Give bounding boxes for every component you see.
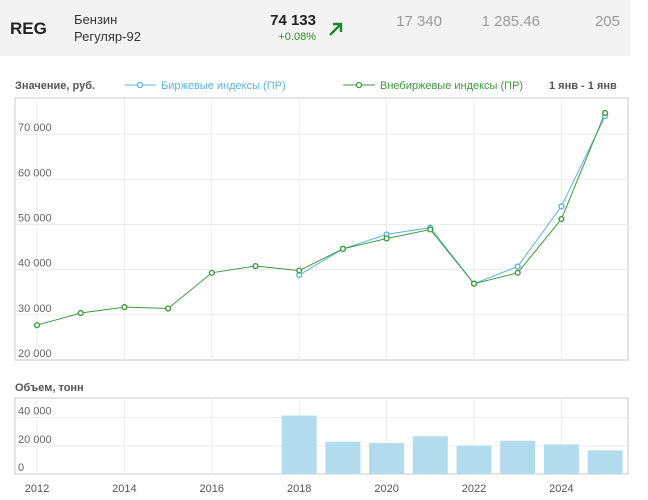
data-point-otc[interactable] xyxy=(558,215,565,223)
volume-bar[interactable] xyxy=(456,445,492,474)
ticker-stat-1: 17 340 xyxy=(396,13,442,30)
price-ytick-label: 60 000 xyxy=(18,167,52,179)
price-ytick-label: 40 000 xyxy=(18,258,52,270)
xtick-label: 2024 xyxy=(549,483,573,495)
xtick-label: 2016 xyxy=(200,483,224,495)
data-point-otc[interactable] xyxy=(33,322,41,329)
data-point-otc[interactable] xyxy=(296,267,303,274)
xtick-label: 2020 xyxy=(374,483,398,495)
volume-chart: 0 20 000 40 000 2012 2014 2016 2018 2020 2022 202… xyxy=(16,398,627,495)
data-point-otc[interactable] xyxy=(121,304,128,311)
volume-bar[interactable] xyxy=(587,450,623,474)
legend-otc[interactable]: Внебиржевые индексы (ПР) xyxy=(343,80,523,92)
volume-bar[interactable] xyxy=(412,436,448,474)
ticker-name-line2: Регуляр-92 xyxy=(74,29,141,44)
series-line-otc xyxy=(36,112,606,326)
ticker-price: 74 133 xyxy=(270,12,316,29)
data-point-otc[interactable] xyxy=(427,226,434,233)
volume-ytick-label: 20 000 xyxy=(18,434,52,446)
data-point-otc[interactable] xyxy=(470,280,478,287)
volume-axis-label: Объем, тонн xyxy=(15,382,84,394)
legend-otc-label: Внебиржевые индексы (ПР) xyxy=(380,80,523,92)
data-point-otc[interactable] xyxy=(208,269,215,276)
ticker-row[interactable]: REG Бензин Регуляр-92 74 133 +0.08% 17 3… xyxy=(0,0,630,56)
volume-bar[interactable] xyxy=(543,444,579,474)
volume-chart-frame xyxy=(14,397,629,475)
data-point-otc[interactable] xyxy=(514,269,521,276)
legend-exchange-label: Биржевые индексы (ПР) xyxy=(161,80,286,92)
xtick-label: 2022 xyxy=(462,483,486,495)
ticker-stat-3: 205 xyxy=(594,13,620,30)
data-point-otc[interactable] xyxy=(252,262,259,270)
xtick-label: 2012 xyxy=(25,483,49,495)
volume-ytick-label: 0 xyxy=(18,462,24,474)
price-ytick-label: 20 000 xyxy=(18,348,52,360)
ticker-code: REG xyxy=(10,19,47,38)
price-chart-frame xyxy=(14,97,629,361)
ticker-name-line1: Бензин xyxy=(74,12,118,27)
xtick-label: 2018 xyxy=(287,483,311,495)
price-ytick-label: 70 000 xyxy=(18,122,52,134)
price-ytick-label: 50 000 xyxy=(18,212,52,224)
volume-ytick-label: 40 000 xyxy=(18,406,52,418)
volume-bar[interactable] xyxy=(369,443,405,474)
price-ytick-label: 30 000 xyxy=(18,303,52,315)
arrow-up-right-icon xyxy=(329,22,343,36)
data-point-otc[interactable] xyxy=(339,245,347,252)
data-point-otc[interactable] xyxy=(77,309,84,317)
ticker-change: +0.08% xyxy=(278,31,316,43)
ticker-stat-2: 1 285.46 xyxy=(481,13,540,30)
data-point-exchange[interactable] xyxy=(558,203,565,210)
data-point-exchange[interactable] xyxy=(514,263,521,270)
ticker-name: Бензин Регуляр-92 xyxy=(74,11,141,45)
series-line-exchange xyxy=(298,115,606,285)
volume-bar[interactable] xyxy=(325,441,361,474)
data-point-otc[interactable] xyxy=(383,235,390,242)
period-label: 1 янв - 1 янв xyxy=(549,80,617,92)
xtick-label: 2014 xyxy=(112,483,136,495)
volume-bar[interactable] xyxy=(281,415,317,474)
data-point-otc[interactable] xyxy=(601,109,609,117)
price-chart: 20 000 30 000 40 000 50 000 60 000 70 000 xyxy=(16,98,627,360)
data-point-otc[interactable] xyxy=(165,305,172,312)
value-axis-label: Значение, руб. xyxy=(15,80,95,92)
legend-exchange[interactable]: Биржевые индексы (ПР) xyxy=(125,80,286,92)
volume-bar[interactable] xyxy=(500,440,536,474)
